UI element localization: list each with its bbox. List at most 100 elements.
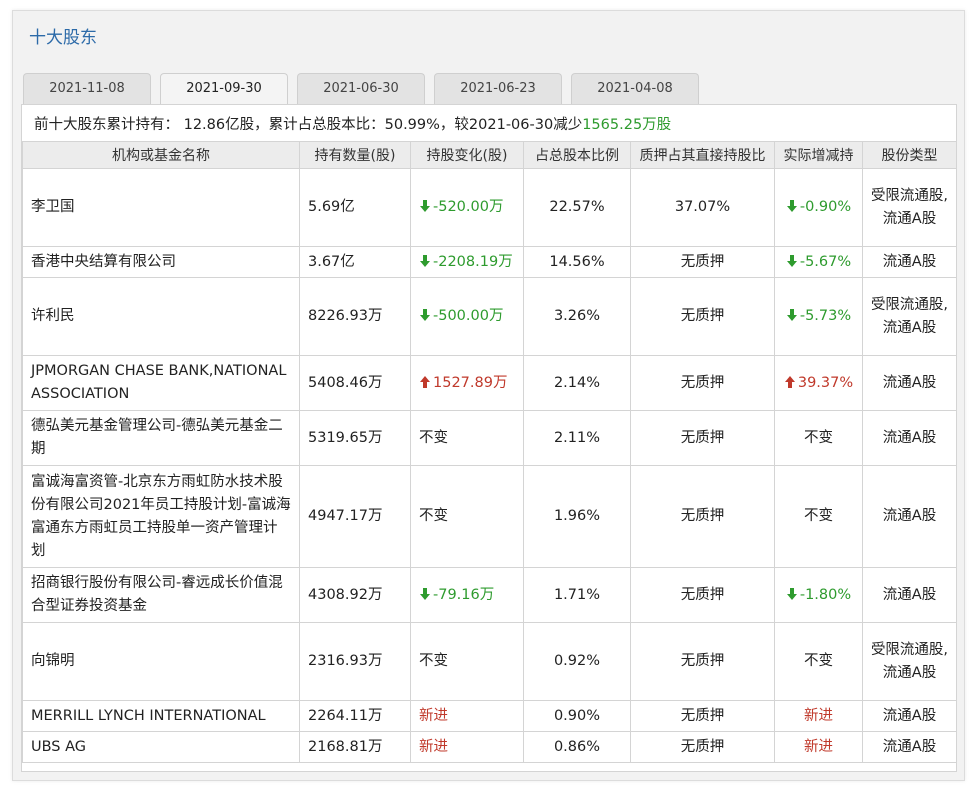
arrow-down-icon (786, 308, 798, 322)
cell-change: -500.00万 (410, 277, 524, 356)
cell-pledge: 无质押 (630, 355, 775, 411)
summary-compare-label: ，较2021-06-30减少 (439, 117, 583, 133)
cell-change-text: 新进 (419, 738, 448, 755)
cell-quantity-text: 4947.17万 (308, 508, 383, 524)
cell-actual-change-text: -1.80% (799, 586, 852, 603)
table-row: 李卫国 5.69亿 -520.00万 22.57% 37.07% -0.90% 受限流通股,… (22, 168, 957, 247)
cell-pledge-text: 无质押 (680, 738, 725, 755)
cell-actual-change: 不变 (774, 622, 863, 701)
cell-share-type: 流通A股 (862, 246, 957, 278)
summary-total-holding: 12.86亿股 (183, 117, 255, 133)
cell-ratio-text: 2.14% (553, 374, 601, 391)
cell-name-text: 李卫国 (31, 199, 75, 215)
cell-change: 新进 (410, 731, 524, 763)
cell-share-type-text: 流通A股 (882, 738, 937, 755)
cell-pledge-text: 无质押 (680, 586, 725, 603)
cell-ratio-text: 22.57% (549, 199, 605, 215)
cell-pledge: 无质押 (630, 410, 775, 466)
cell-quantity-text: 3.67亿 (308, 253, 355, 270)
cell-actual-change: -5.73% (774, 277, 863, 356)
cell-actual-change: 新进 (774, 700, 863, 732)
shareholders-table: 机构或基金名称 持有数量(股) 持股变化(股) 占总股本比例 质押占其直接持股比… (22, 141, 957, 763)
shareholders-widget: 十大股东 2021-11-08 2021-09-30 2021-06-30 20… (12, 10, 965, 781)
cell-pledge-text: 无质押 (680, 253, 725, 270)
cell-actual-change: -1.80% (774, 567, 863, 623)
cell-change-text: 不变 (419, 653, 448, 669)
cell-share-type: 流通A股 (862, 567, 957, 623)
cell-name-text: JPMORGAN CHASE BANK,NATIONAL ASSOCIATION (31, 363, 287, 402)
cell-change-text: -79.16万 (433, 586, 495, 603)
header-share-type: 股份类型 (862, 141, 957, 169)
table-row: 许利民 8226.93万 -500.00万 3.26% 无质押 -5.73% 受限流通股,流… (22, 277, 957, 356)
header-pledge: 质押占其直接持股比 (630, 141, 775, 169)
arrow-down-icon (786, 254, 798, 268)
arrow-up-icon (419, 375, 431, 389)
table-row: UBS AG 2168.81万 新进 0.86% 无质押 新进 流通A股 (22, 731, 957, 763)
cell-quantity-text: 5.69亿 (308, 199, 355, 215)
cell-ratio: 0.92% (523, 622, 631, 701)
summary-ratio: 50.99% (384, 117, 440, 133)
cell-ratio-text: 2.11% (553, 429, 601, 446)
cell-ratio-text: 0.92% (553, 653, 601, 669)
table-row: 富诚海富资管-北京东方雨虹防水技术股份有限公司2021年员工持股计划-富诚海富通… (22, 465, 957, 568)
cell-quantity: 2168.81万 (299, 731, 411, 763)
cell-pledge: 无质押 (630, 731, 775, 763)
tab-2021-06-23[interactable]: 2021-06-23 (434, 73, 562, 104)
cell-ratio: 1.96% (523, 465, 631, 568)
cell-name: 德弘美元基金管理公司-德弘美元基金二期 (22, 410, 300, 466)
cell-actual-change-text: -5.67% (799, 253, 852, 270)
cell-actual-change: -5.67% (774, 246, 863, 278)
cell-share-type-text: 受限流通股,流通A股 (870, 187, 949, 227)
cell-share-type-text: 流通A股 (882, 429, 937, 446)
cell-quantity: 4947.17万 (299, 465, 411, 568)
table-row: JPMORGAN CHASE BANK,NATIONAL ASSOCIATION… (22, 355, 957, 411)
cell-change: 不变 (410, 622, 524, 701)
cell-share-type: 流通A股 (862, 700, 957, 732)
cell-quantity-text: 5408.46万 (308, 374, 383, 391)
header-actual-change: 实际增减持 (774, 141, 863, 169)
cell-share-type-text: 流通A股 (882, 707, 937, 724)
cell-pledge: 37.07% (630, 168, 775, 247)
cell-pledge-text: 无质押 (680, 707, 725, 724)
tab-2021-11-08[interactable]: 2021-11-08 (23, 73, 151, 104)
cell-ratio: 2.11% (523, 410, 631, 466)
cell-share-type-text: 受限流通股,流通A股 (870, 641, 949, 681)
cell-change: 1527.89万 (410, 355, 524, 411)
cell-name-text: 招商银行股份有限公司-睿远成长价值混合型证券投资基金 (31, 575, 283, 614)
cell-change-text: -520.00万 (433, 199, 504, 215)
tab-2021-09-30[interactable]: 2021-09-30 (160, 73, 288, 106)
table-header-row: 机构或基金名称 持有数量(股) 持股变化(股) 占总股本比例 质押占其直接持股比… (22, 141, 957, 169)
cell-name-text: 香港中央结算有限公司 (31, 253, 176, 270)
cell-change-text: 不变 (419, 508, 448, 524)
cell-ratio: 0.90% (523, 700, 631, 732)
cell-pledge-text: 无质押 (680, 308, 725, 324)
cell-ratio-text: 1.71% (553, 586, 601, 603)
cell-name-text: 德弘美元基金管理公司-德弘美元基金二期 (31, 418, 283, 457)
cell-quantity-text: 2168.81万 (308, 738, 383, 755)
cell-pledge-text: 37.07% (674, 199, 731, 215)
cell-pledge: 无质押 (630, 700, 775, 732)
cell-pledge: 无质押 (630, 567, 775, 623)
cell-actual-change: 新进 (774, 731, 863, 763)
arrow-down-icon (419, 308, 431, 322)
cell-quantity: 5319.65万 (299, 410, 411, 466)
cell-ratio-text: 3.26% (553, 308, 601, 324)
tab-2021-06-30[interactable]: 2021-06-30 (297, 73, 425, 104)
arrow-down-icon (786, 199, 798, 213)
cell-share-type: 受限流通股,流通A股 (862, 277, 957, 356)
cell-share-type: 受限流通股,流通A股 (862, 622, 957, 701)
summary-prefix: 前十大股东累计持有： (34, 117, 179, 133)
cell-actual-change: 不变 (774, 465, 863, 568)
summary-line: 前十大股东累计持有： 12.86亿股，累计占总股本比：50.99%，较2021-… (34, 113, 671, 134)
cell-name-text: MERRILL LYNCH INTERNATIONAL (31, 707, 266, 724)
cell-name-text: 向锦明 (31, 653, 75, 669)
cell-change: 不变 (410, 465, 524, 568)
table-row: 向锦明 2316.93万 不变 0.92% 无质押 不变 受限流通股,流通A股 (22, 622, 957, 701)
cell-actual-change: 39.37% (774, 355, 863, 411)
cell-quantity-text: 8226.93万 (308, 308, 383, 324)
header-change: 持股变化(股) (410, 141, 524, 169)
arrow-down-icon (419, 254, 431, 268)
tab-2021-04-08[interactable]: 2021-04-08 (571, 73, 699, 104)
summary-ratio-label: ，累计占总股本比： (254, 117, 385, 133)
cell-name: 香港中央结算有限公司 (22, 246, 300, 278)
